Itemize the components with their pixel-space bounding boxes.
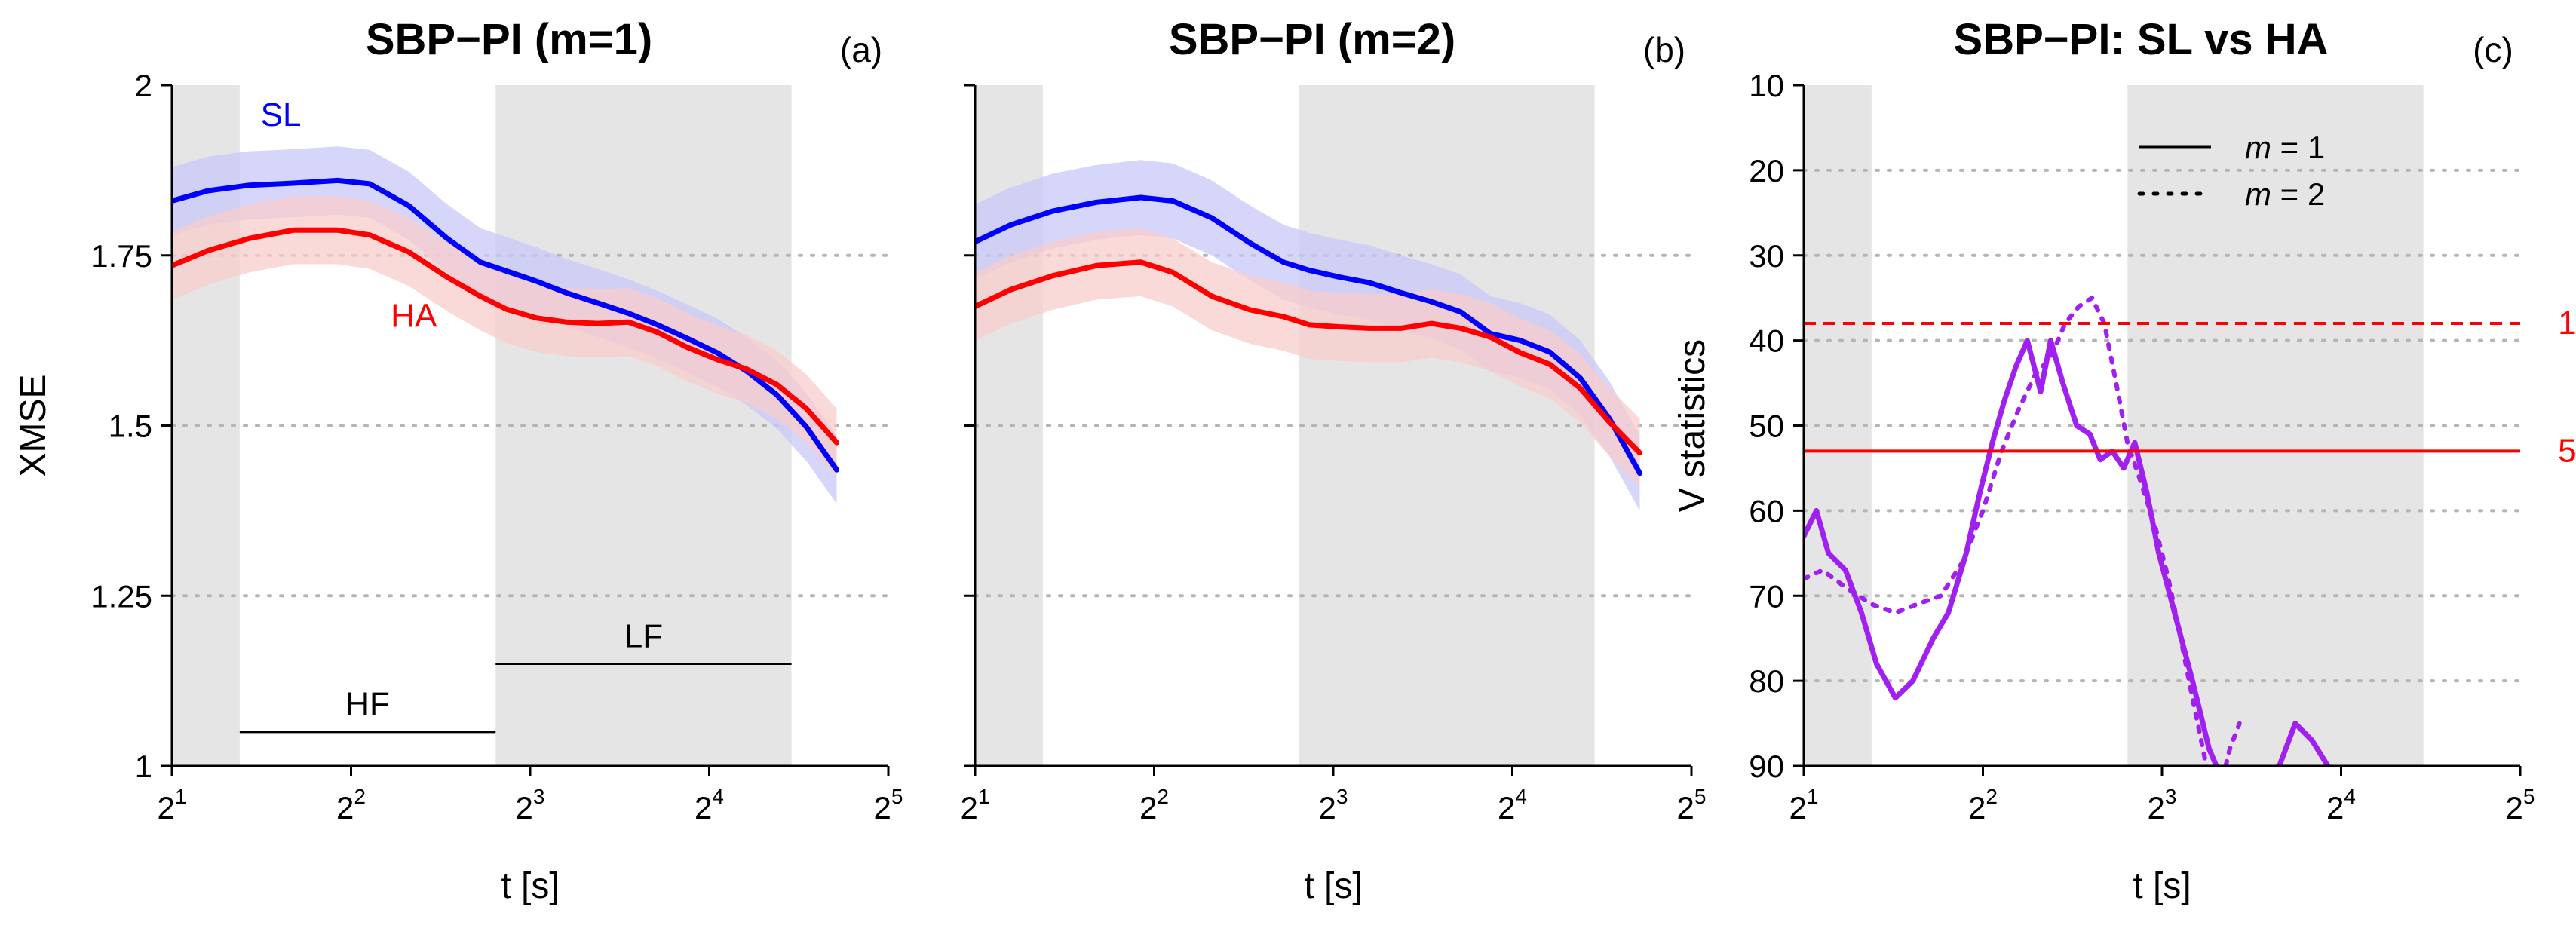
- x-tick-exponent: 5: [1694, 785, 1707, 808]
- confidence-band: [975, 228, 1640, 487]
- y-tick-label: 60: [1749, 493, 1784, 528]
- threshold-label: 1 %: [2558, 305, 2576, 342]
- x-tick-label: 23: [516, 785, 545, 825]
- panel-letter: (c): [2473, 30, 2513, 69]
- x-tick-exponent: 4: [1515, 785, 1527, 808]
- y-tick-label: 50: [1749, 409, 1784, 444]
- y-tick-label: 40: [1749, 323, 1784, 359]
- x-tick-base: 2: [2506, 790, 2523, 825]
- x-tick-label: 24: [695, 785, 724, 825]
- plot-area: [172, 146, 839, 504]
- x-tick-exponent: 2: [1157, 785, 1169, 808]
- series-line: [975, 194, 1642, 476]
- x-tick-label: 21: [1789, 785, 1819, 825]
- confidence-band: [172, 196, 837, 477]
- y-tick-label: 30: [1749, 238, 1784, 274]
- x-tick-label: 23: [2148, 785, 2177, 825]
- x-tick-label: 21: [158, 785, 187, 825]
- legend-entry: m = 2: [2245, 176, 2325, 212]
- x-tick-base: 2: [1789, 790, 1807, 825]
- y-tick-label: 80: [1749, 663, 1784, 699]
- y-axis-label: XMSE: [14, 374, 54, 476]
- x-tick-label: 22: [336, 785, 366, 825]
- band-label: LF: [624, 617, 663, 654]
- x-tick-base: 2: [516, 790, 533, 825]
- x-axis-label: t [s]: [2133, 866, 2191, 906]
- shaded-region: [1804, 85, 1872, 766]
- plot-area: [975, 160, 1642, 511]
- x-tick-exponent: 5: [891, 785, 903, 808]
- band-label: HF: [345, 686, 390, 723]
- y-axis-label: V statistics: [1673, 339, 1713, 512]
- x-tick-base: 2: [961, 790, 978, 825]
- x-tick-base: 2: [2326, 790, 2344, 825]
- legend-var: m: [2245, 130, 2271, 165]
- y-tick-label: 70: [1749, 578, 1784, 614]
- y-tick-label: 1.75: [90, 238, 152, 274]
- x-tick-exponent: 4: [2344, 785, 2356, 808]
- x-tick-exponent: 2: [354, 785, 366, 808]
- y-tick-label: 10: [1749, 68, 1784, 103]
- panel-title: SBP−PI (m=2): [1169, 15, 1455, 64]
- x-tick-base: 2: [2148, 790, 2165, 825]
- x-tick-label: 23: [1319, 785, 1348, 825]
- x-tick-base: 2: [1319, 790, 1336, 825]
- legend-eq: = 1: [2271, 130, 2325, 165]
- panel-title: SBP−PI: SL vs HA: [1954, 15, 2329, 64]
- x-tick-base: 2: [158, 790, 175, 825]
- x-axis-label: t [s]: [501, 866, 559, 906]
- x-tick-label: 22: [1968, 785, 1998, 825]
- panel-letter: (a): [840, 30, 882, 69]
- x-tick-base: 2: [1677, 790, 1694, 825]
- legend: m = 1m = 2: [2137, 130, 2325, 212]
- x-tick-base: 2: [1498, 790, 1515, 825]
- y-tick-label: 1.25: [90, 578, 152, 614]
- y-tick-label: 2: [135, 68, 152, 103]
- legend-var: m: [2245, 176, 2271, 212]
- x-axis-label: t [s]: [1304, 866, 1362, 906]
- x-tick-base: 2: [695, 790, 712, 825]
- x-tick-exponent: 3: [533, 785, 545, 808]
- series-line: [1804, 296, 2242, 766]
- x-tick-label: 24: [1498, 785, 1527, 825]
- x-tick-label: 25: [2506, 785, 2535, 825]
- panel-c: 1 %5 %1020304050607080902122232425SBP−PI…: [1673, 15, 2576, 906]
- legend-entry: m = 1: [2245, 130, 2325, 165]
- x-tick-base: 2: [1139, 790, 1157, 825]
- series-line: [975, 259, 1642, 456]
- series-annotation: HA: [391, 298, 437, 335]
- y-tick-label: 1: [135, 749, 152, 784]
- x-tick-base: 2: [874, 790, 891, 825]
- y-tick-label: 1.5: [109, 409, 152, 444]
- panel-letter: (b): [1643, 30, 1685, 69]
- legend-eq: = 2: [2271, 176, 2325, 212]
- x-tick-base: 2: [336, 790, 354, 825]
- plot-area: [1804, 296, 2333, 766]
- panel-title: SBP−PI (m=1): [366, 15, 652, 64]
- y-tick-label: 20: [1749, 153, 1784, 188]
- x-tick-label: 22: [1139, 785, 1169, 825]
- x-tick-exponent: 1: [978, 785, 990, 808]
- x-tick-label: 21: [961, 785, 990, 825]
- x-tick-exponent: 2: [1986, 785, 1998, 808]
- x-tick-label: 24: [2326, 785, 2356, 825]
- y-tick-label: 90: [1749, 749, 1784, 784]
- x-tick-exponent: 3: [2165, 785, 2177, 808]
- series-annotation: SL: [261, 96, 302, 133]
- x-tick-exponent: 3: [1336, 785, 1348, 808]
- series-line: [1804, 338, 2333, 766]
- x-tick-exponent: 4: [712, 785, 724, 808]
- x-tick-exponent: 5: [2523, 785, 2535, 808]
- threshold-label: 5 %: [2558, 432, 2576, 469]
- x-tick-label: 25: [874, 785, 903, 825]
- x-tick-label: 25: [1677, 785, 1707, 825]
- series-line: [172, 227, 839, 446]
- x-tick-exponent: 1: [1807, 785, 1819, 808]
- x-tick-base: 2: [1968, 790, 1986, 825]
- x-tick-exponent: 1: [175, 785, 187, 808]
